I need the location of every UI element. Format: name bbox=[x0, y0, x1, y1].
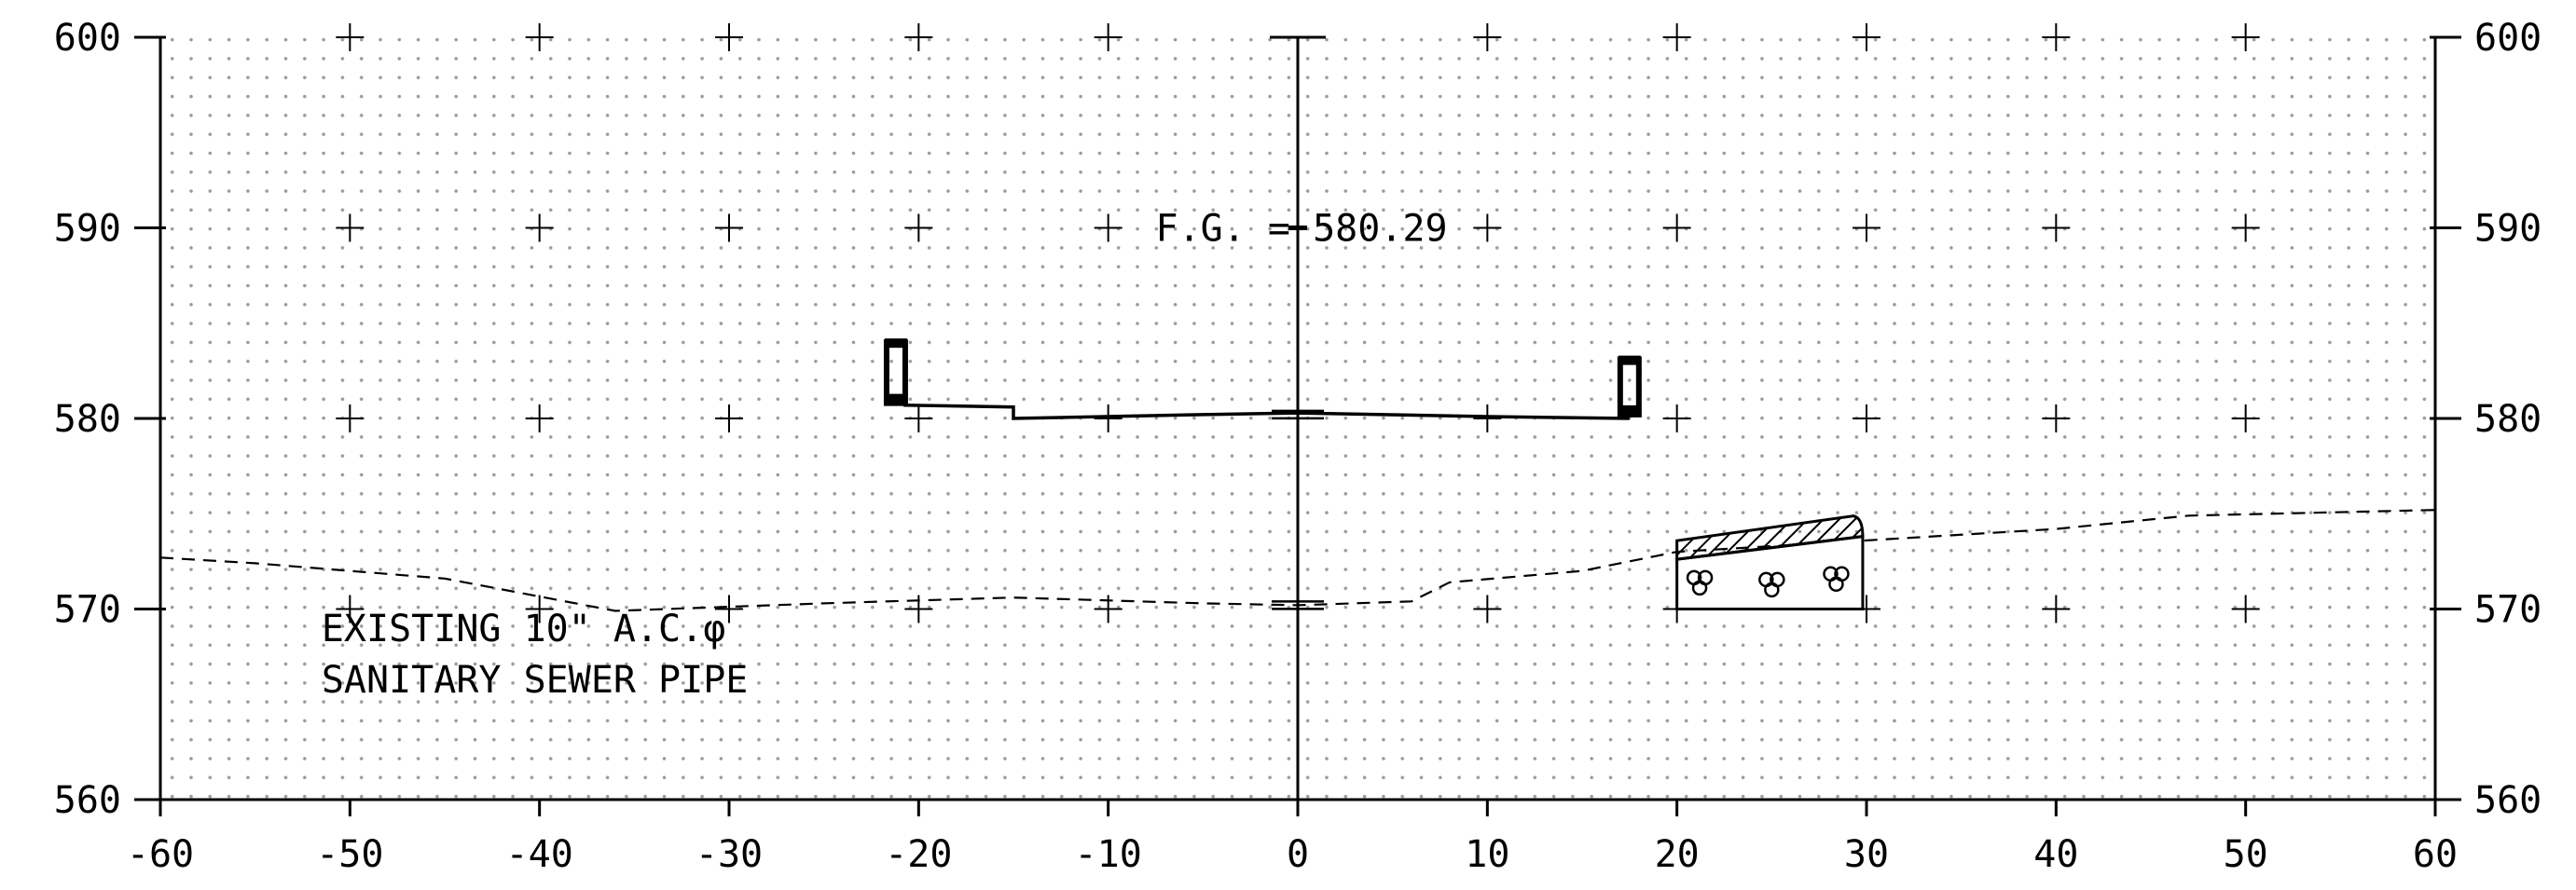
curb-cap bbox=[1618, 355, 1641, 365]
y-tick-label-left: 600 bbox=[54, 17, 121, 60]
x-tick-label: 20 bbox=[1655, 833, 1700, 876]
aggregate-stone bbox=[1691, 580, 1708, 596]
aggregate-cluster bbox=[1686, 569, 1714, 596]
x-tick-label: -20 bbox=[885, 833, 952, 876]
y-tick-label-right: 560 bbox=[2474, 779, 2542, 822]
y-tick-label-right: 590 bbox=[2474, 208, 2542, 251]
curb-foot bbox=[884, 393, 907, 405]
x-tick-label: -30 bbox=[696, 833, 763, 876]
x-tick-label: 50 bbox=[2224, 833, 2268, 876]
aggregate-stone bbox=[1764, 582, 1780, 598]
curb-left bbox=[883, 338, 908, 406]
centerline-elevation-ticks bbox=[1272, 226, 1324, 610]
x-tick-label: -10 bbox=[1075, 833, 1142, 876]
y-tick-label-left: 560 bbox=[54, 779, 121, 822]
x-tick-label: -40 bbox=[506, 833, 573, 876]
aggregate-cluster bbox=[1758, 571, 1785, 598]
trench-cap-hatch bbox=[1675, 514, 1865, 561]
finish-grade-label: F.G. = 580.29 bbox=[1156, 208, 1448, 251]
aggregate-stone bbox=[1828, 576, 1844, 593]
x-tick-label: 10 bbox=[1465, 833, 1509, 876]
pipe-note-line-1: EXISTING 10" A.C.φ bbox=[322, 608, 725, 650]
proposed-grade-line bbox=[903, 403, 1630, 420]
x-tick-label: 30 bbox=[1844, 833, 1889, 876]
y-tick-label-left: 570 bbox=[54, 589, 121, 632]
curb-foot bbox=[1618, 404, 1641, 417]
x-tick-label: -60 bbox=[127, 833, 194, 876]
x-tick-label: 0 bbox=[1287, 833, 1309, 876]
aggregate-cluster bbox=[1823, 566, 1850, 593]
x-tick-label: -50 bbox=[316, 833, 383, 876]
y-tick-label-left: 580 bbox=[54, 398, 121, 441]
curb-right bbox=[1617, 355, 1642, 418]
x-tick-label: 60 bbox=[2413, 833, 2458, 876]
curb-cap bbox=[884, 338, 907, 349]
existing-ground-line bbox=[159, 509, 2436, 612]
y-axis-tick-labels-left: 600 590 580 570 560 bbox=[54, 17, 121, 822]
y-tick-label-right: 580 bbox=[2474, 398, 2542, 441]
sewer-pipe-trench bbox=[1675, 514, 1865, 610]
x-axis-tick-labels: -60 -50 -40 -30 -20 -10 0 10 20 30 40 50 60 bbox=[127, 833, 2458, 876]
x-tick-label: 40 bbox=[2033, 833, 2078, 876]
pipe-note-line-2: SANITARY SEWER PIPE bbox=[322, 659, 749, 702]
y-tick-label-left: 590 bbox=[54, 208, 121, 251]
y-tick-label-right: 570 bbox=[2474, 589, 2542, 632]
y-axis-tick-labels-right: 600 590 580 570 560 bbox=[2474, 17, 2542, 822]
y-tick-label-right: 600 bbox=[2474, 17, 2542, 60]
